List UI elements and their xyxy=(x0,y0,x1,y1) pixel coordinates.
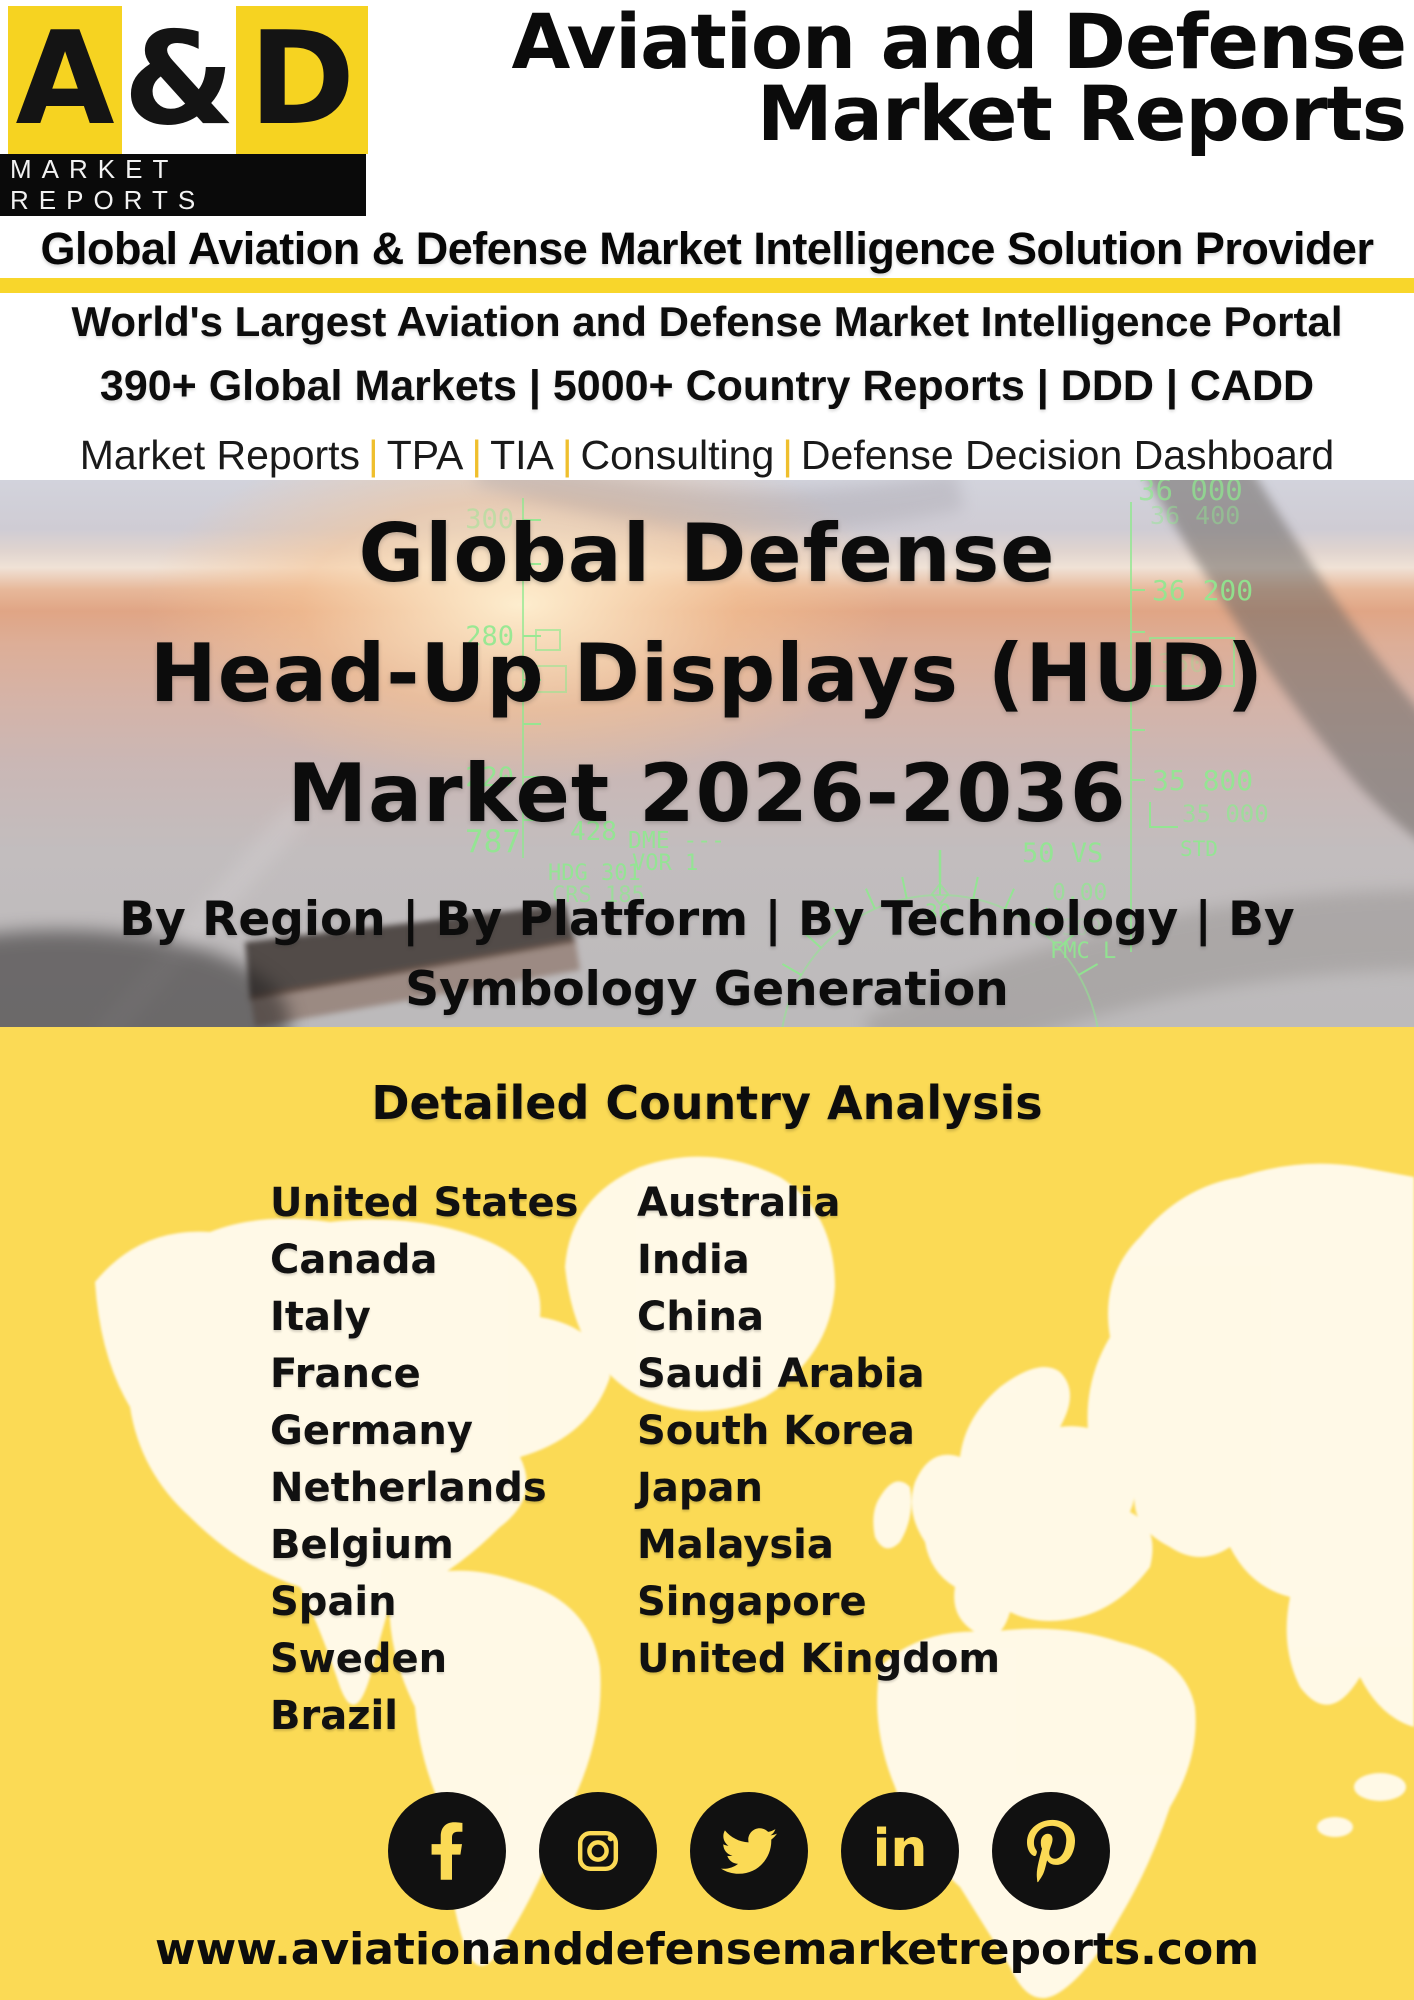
logo-letter-d: D xyxy=(236,6,368,154)
hud-vor: VOR 1 xyxy=(632,851,698,876)
country-item: Japan xyxy=(637,1465,763,1511)
logo-subtext: MARKET REPORTS xyxy=(10,154,206,215)
hud-speed-300: 300 xyxy=(465,504,514,535)
report-title: Global Defense Head-Up Displays (HUD) Ma… xyxy=(0,494,1414,854)
report-title-line2: Head-Up Displays (HUD) xyxy=(149,627,1265,720)
country-item: Netherlands xyxy=(270,1465,547,1511)
country-item: Sweden xyxy=(270,1636,448,1682)
yellow-stripe xyxy=(0,278,1414,293)
country-item: Spain xyxy=(270,1579,397,1625)
country-column-right: Australia India China Saudi Arabia South Kor… xyxy=(637,1175,1000,1688)
country-analysis-heading: Detailed Country Analysis xyxy=(371,1076,1043,1130)
country-item: Canada xyxy=(270,1237,438,1283)
logo-letter-a: A xyxy=(8,6,122,154)
service-item: Market Reports xyxy=(79,432,361,478)
cockpit-hud-illustration: 300 280 220 36 000 36 400 36 200 350 35 … xyxy=(0,480,1414,1027)
hud-symbology: 300 280 220 36 000 36 400 36 200 350 35 … xyxy=(465,480,1269,1027)
services-separator: | xyxy=(471,432,483,478)
hud-alt-box-value: 350 xyxy=(1158,649,1205,679)
facebook-icon[interactable] xyxy=(388,1792,506,1910)
country-item: Saudi Arabia xyxy=(637,1351,925,1397)
hud-alt-36400: 36 400 xyxy=(1150,501,1240,530)
glareshield xyxy=(245,905,580,1027)
markets-line: 390+ Global Markets | 5000+ Country Repo… xyxy=(99,362,1315,410)
hud-alt-36200: 36 200 xyxy=(1152,574,1253,607)
hud-compass-30: 30 xyxy=(925,901,952,926)
hud-hdg: HDG 301 xyxy=(548,861,641,886)
brand-logo: A & D xyxy=(8,6,368,154)
hud-speed-220: 220 xyxy=(465,762,514,793)
country-item: United Kingdom xyxy=(637,1636,1001,1682)
country-item: Brazil xyxy=(270,1693,398,1739)
social-icons-row: in xyxy=(388,1792,1110,1910)
hero-banner: 300 280 220 36 000 36 400 36 200 350 35 … xyxy=(0,480,1414,1027)
country-item: Italy xyxy=(270,1294,371,1340)
country-item: South Korea xyxy=(637,1408,915,1454)
hud-zero: 0.00 xyxy=(1052,880,1107,906)
service-item: TIA xyxy=(490,432,554,478)
services-separator: | xyxy=(368,432,379,478)
portal-line: World's Largest Aviation and Defense Mar… xyxy=(71,298,1343,345)
company-title-line2: Market Reports xyxy=(757,69,1407,158)
tagline: Global Aviation & Defense Market Intelli… xyxy=(40,223,1374,274)
company-title: Aviation and Defense Market Reports xyxy=(511,0,1407,158)
report-title-line3: Market 2026-2036 xyxy=(287,747,1127,840)
country-item: Malaysia xyxy=(637,1522,834,1568)
hud-std: STD xyxy=(1180,837,1218,861)
hud-dme: DME --- xyxy=(628,828,725,854)
hud-crs: CRS 185 xyxy=(552,883,645,908)
report-segments: By Region | By Platform | By Technology … xyxy=(119,892,1295,1017)
country-item: Germany xyxy=(270,1408,473,1454)
hud-428: 428 xyxy=(570,817,617,847)
logo-letter-ampersand: & xyxy=(122,5,236,154)
hud-vertical-speed: 50 VS xyxy=(1022,838,1103,869)
country-item: Australia xyxy=(637,1180,841,1226)
country-column-left: United States Canada Italy France Germany Net… xyxy=(270,1175,578,1745)
country-item: Singapore xyxy=(637,1579,867,1625)
hud-faint-300: 300 xyxy=(1062,916,1102,941)
twitter-icon[interactable] xyxy=(690,1792,808,1910)
country-section: Detailed Country Analysis United States C… xyxy=(0,1027,1414,2000)
logo-market-reports-bar: MARKET REPORTS xyxy=(0,154,366,216)
hud-alt-35800: 35 800 xyxy=(1152,764,1253,797)
hud-787: 787 xyxy=(465,824,521,860)
country-item: United States xyxy=(270,1180,579,1226)
services-separator: | xyxy=(782,432,793,478)
services-separator: | xyxy=(561,432,573,478)
services-line: Market Reports | TPA | TIA | Consulting | Defens… xyxy=(0,430,1414,480)
linkedin-icon[interactable]: in xyxy=(841,1792,959,1910)
report-title-line1: Global Defense xyxy=(358,507,1056,600)
country-item: India xyxy=(637,1237,750,1283)
country-item: France xyxy=(270,1351,421,1397)
website-url[interactable]: www.aviationanddefensemarketreports.com xyxy=(154,1924,1260,1975)
service-item: TPA xyxy=(386,432,464,478)
country-item: Belgium xyxy=(270,1522,454,1568)
header: A & D MARKET REPORTS Aviation and Defens… xyxy=(0,0,1414,218)
country-item: China xyxy=(637,1294,765,1340)
hud-alt-36000: 36 000 xyxy=(1138,480,1243,507)
hud-speed-280: 280 xyxy=(465,621,514,652)
instagram-icon[interactable] xyxy=(539,1792,657,1910)
service-item: Consulting xyxy=(580,432,775,478)
service-item: Defense Decision Dashboard xyxy=(800,432,1335,478)
company-title-line1: Aviation and Defense xyxy=(511,0,1407,86)
hud-alt-35000: 35 000 xyxy=(1182,800,1269,828)
pinterest-icon[interactable] xyxy=(992,1792,1110,1910)
